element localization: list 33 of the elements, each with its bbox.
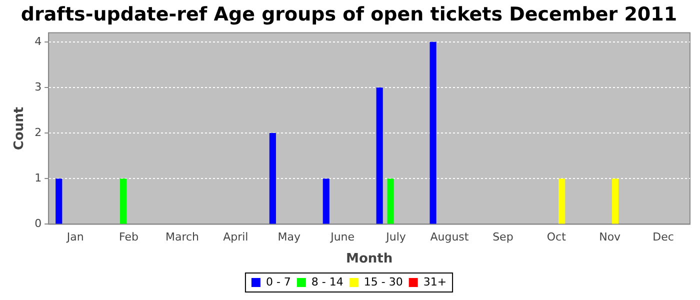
legend-label: 8 - 14 (311, 275, 344, 288)
legend-label: 31+ (423, 275, 447, 288)
bar (56, 178, 62, 224)
x-tick-label: March (165, 230, 200, 244)
x-axis-title: Month (346, 252, 393, 267)
x-tick-label: Nov (599, 230, 622, 244)
x-tick-label: May (278, 230, 301, 244)
y-tick-label: 4 (34, 34, 42, 48)
x-tick-label: April (223, 230, 248, 244)
x-tick-label: June (330, 230, 355, 244)
x-tick-label: Feb (119, 230, 139, 244)
x-tick-label: Dec (652, 230, 674, 244)
bar (120, 178, 127, 224)
bar (387, 178, 394, 224)
bar (322, 178, 330, 224)
y-tick-label: 2 (34, 126, 42, 139)
bar (612, 178, 619, 224)
x-tick-label: Jan (66, 230, 84, 244)
bar (269, 133, 276, 224)
legend-label: 15 - 30 (364, 275, 403, 288)
x-tick-label: August (430, 230, 470, 244)
bar (430, 42, 436, 224)
legend-label: 0 - 7 (266, 275, 291, 288)
y-tick-label: 0 (34, 217, 42, 230)
x-tick-label: Sep (492, 230, 514, 244)
y-tick-label: 3 (34, 80, 42, 94)
bar (558, 178, 566, 224)
x-tick-label: Oct (546, 230, 567, 244)
bar (376, 87, 383, 224)
x-tick-label: July (385, 230, 406, 244)
y-tick-label: 1 (34, 171, 42, 184)
chart-title: drafts-update-ref Age groups of open tickets December 2011 (20, 3, 678, 26)
y-axis-title: Count (12, 106, 28, 150)
